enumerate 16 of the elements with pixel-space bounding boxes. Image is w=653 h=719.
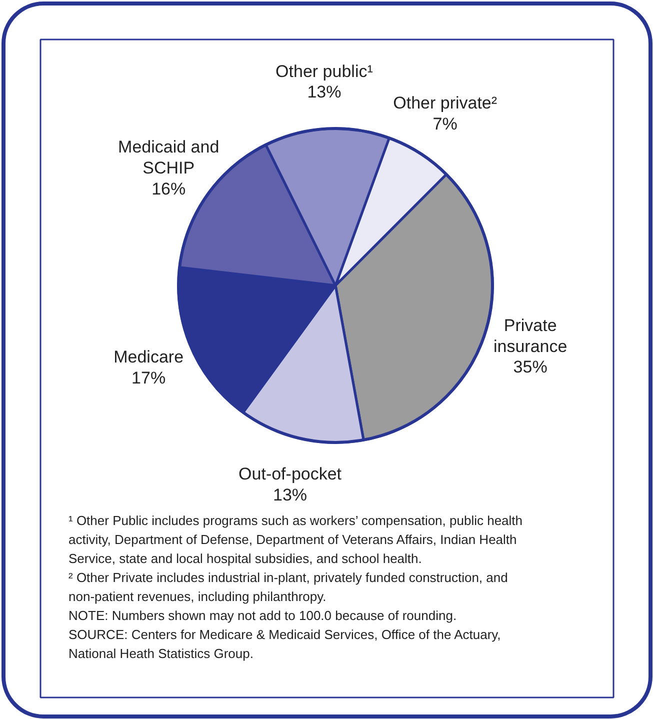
data-label: 7% bbox=[432, 114, 458, 134]
data-label: 16% bbox=[152, 179, 186, 198]
text: ² Other Private includes industrial in-plant, privately funded construction, and non-patient revenues, including philanthropy. bbox=[68, 570, 508, 604]
text: ¹ Other Public includes programs such as workers’ compensation, public health activity, Department of Defense, Department of Veterans Affairs, Indian Health Service, state and local hospital subsidies, and school health. bbox=[68, 513, 523, 566]
text: NOTE: Numbers shown may not add to 100.0 because of rounding. bbox=[68, 608, 457, 623]
slice-label: Out-of-pocket bbox=[238, 464, 342, 484]
source-note: SOURCE: Centers for Medicare & Medicaid Services, Office of the Actuary, National Heath Statistics Group. bbox=[68, 627, 501, 661]
data-label: 17% bbox=[132, 368, 166, 388]
slice-label: Medicare bbox=[114, 347, 184, 366]
slice-label: Private insurance bbox=[493, 316, 568, 356]
data-label: 13% bbox=[273, 485, 308, 504]
slice-label: Other private² bbox=[393, 93, 498, 112]
slice-label: Other public¹ bbox=[276, 62, 374, 81]
slice-label: Medicaid and SCHIP bbox=[118, 138, 220, 178]
data-label: 13% bbox=[307, 82, 342, 102]
data-label: 35% bbox=[513, 358, 548, 377]
